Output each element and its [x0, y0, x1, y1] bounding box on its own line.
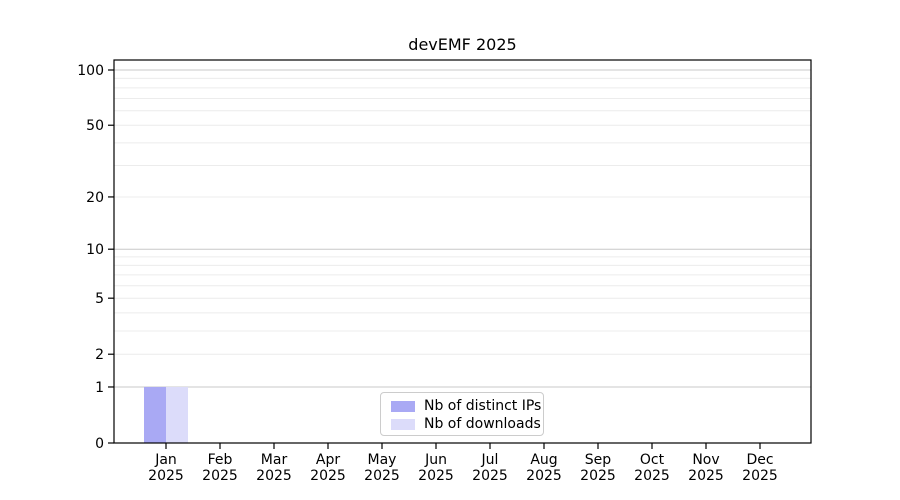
- y-tick-label: 20: [86, 190, 104, 206]
- x-tick-label-month: Sep: [585, 452, 612, 468]
- chart-title: devEMF 2025: [408, 35, 517, 54]
- legend-swatch-distinct-ips: [391, 400, 415, 412]
- x-tick-label-month: Jul: [481, 452, 499, 468]
- bar-distinct-ips: [144, 386, 166, 443]
- legend: Nb of distinct IPs Nb of downloads: [380, 392, 544, 436]
- bar-downloads: [166, 386, 188, 443]
- x-tick-label-year: 2025: [742, 468, 778, 484]
- y-tick-label: 100: [77, 63, 104, 79]
- x-tick-label-year: 2025: [148, 468, 184, 484]
- x-tick-label-month: Oct: [640, 452, 665, 468]
- x-tick-label-month: May: [368, 452, 397, 468]
- x-tick-label-month: Jan: [154, 452, 177, 468]
- y-tick-label: 0: [95, 436, 104, 452]
- x-tick-label-year: 2025: [364, 468, 400, 484]
- x-tick-label-year: 2025: [256, 468, 292, 484]
- x-tick-label-year: 2025: [418, 468, 454, 484]
- x-tick-label-month: Apr: [316, 452, 340, 468]
- x-tick-label-month: Feb: [208, 452, 233, 468]
- x-tick-label-year: 2025: [526, 468, 562, 484]
- x-tick-label-month: Jun: [424, 452, 447, 468]
- y-tick-label: 10: [86, 242, 104, 258]
- legend-label-downloads: Nb of downloads: [424, 416, 541, 432]
- y-tick-label: 50: [86, 118, 104, 134]
- x-tick-label-year: 2025: [472, 468, 508, 484]
- y-tick-label: 1: [95, 380, 104, 396]
- x-tick-label-month: Nov: [692, 452, 719, 468]
- x-tick-label-month: Dec: [746, 452, 773, 468]
- x-tick-label-year: 2025: [688, 468, 724, 484]
- legend-label-distinct-ips: Nb of distinct IPs: [424, 398, 542, 414]
- legend-item-distinct-ips: Nb of distinct IPs: [391, 397, 543, 415]
- x-tick-label-year: 2025: [202, 468, 238, 484]
- x-tick-label-year: 2025: [580, 468, 616, 484]
- y-tick-label: 2: [95, 347, 104, 363]
- legend-item-downloads: Nb of downloads: [391, 415, 543, 433]
- plot-border: [113, 59, 812, 444]
- x-tick-label-month: Mar: [261, 452, 288, 468]
- x-tick-label-year: 2025: [634, 468, 670, 484]
- legend-swatch-downloads: [391, 418, 415, 430]
- y-tick-label: 5: [95, 291, 104, 307]
- x-tick-label-year: 2025: [310, 468, 346, 484]
- x-tick-label-month: Aug: [530, 452, 557, 468]
